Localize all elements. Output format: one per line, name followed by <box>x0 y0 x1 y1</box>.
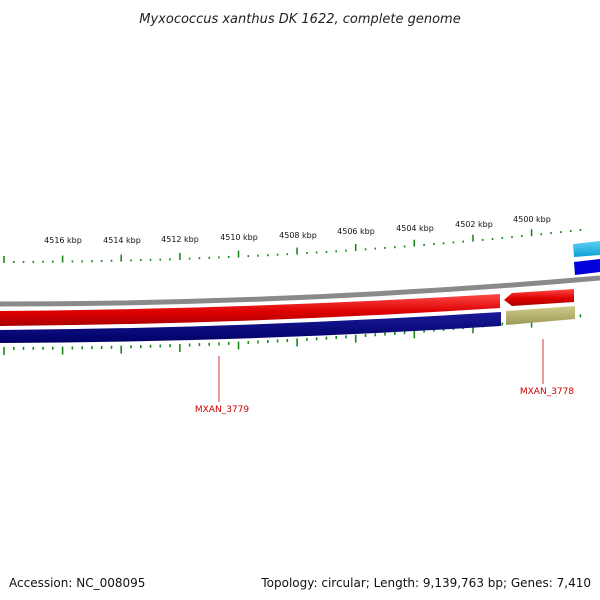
genome-backbone <box>0 275 600 307</box>
tick-label: 4506 kbp <box>337 227 375 236</box>
outer-feature-cyan[interactable] <box>573 241 600 257</box>
reverse-cds-feature-mxan-3779[interactable] <box>0 312 501 343</box>
scale-tick-labels: 4516 kbp 4514 kbp 4512 kbp 4510 kbp 4508… <box>44 215 551 245</box>
scale-ticks <box>3 229 582 355</box>
outer-feature-blue[interactable] <box>574 259 600 275</box>
reverse-feature-mxan-3778[interactable] <box>506 306 575 325</box>
forward-cds-arrow-feature[interactable] <box>504 289 574 306</box>
tick-label: 4500 kbp <box>513 215 551 224</box>
tick-label: 4510 kbp <box>220 233 258 242</box>
genome-title: Myxococcus xanthus DK 1622, complete gen… <box>139 12 460 27</box>
tick-label: 4502 kbp <box>455 220 493 229</box>
feature-label-mxan-3779[interactable]: MXAN_3779 <box>195 405 249 415</box>
tick-label: 4516 kbp <box>44 236 82 245</box>
tick-label: 4504 kbp <box>396 224 434 233</box>
tick-label: 4512 kbp <box>161 235 199 244</box>
forward-cds-feature[interactable] <box>0 294 500 326</box>
accession-label: Accession: NC_008095 <box>9 576 145 590</box>
feature-label-mxan-3778[interactable]: MXAN_3778 <box>520 387 574 397</box>
tick-label: 4514 kbp <box>103 236 141 245</box>
genome-stats-label: Topology: circular; Length: 9,139,763 bp… <box>260 576 591 590</box>
tick-label: 4508 kbp <box>279 231 317 240</box>
